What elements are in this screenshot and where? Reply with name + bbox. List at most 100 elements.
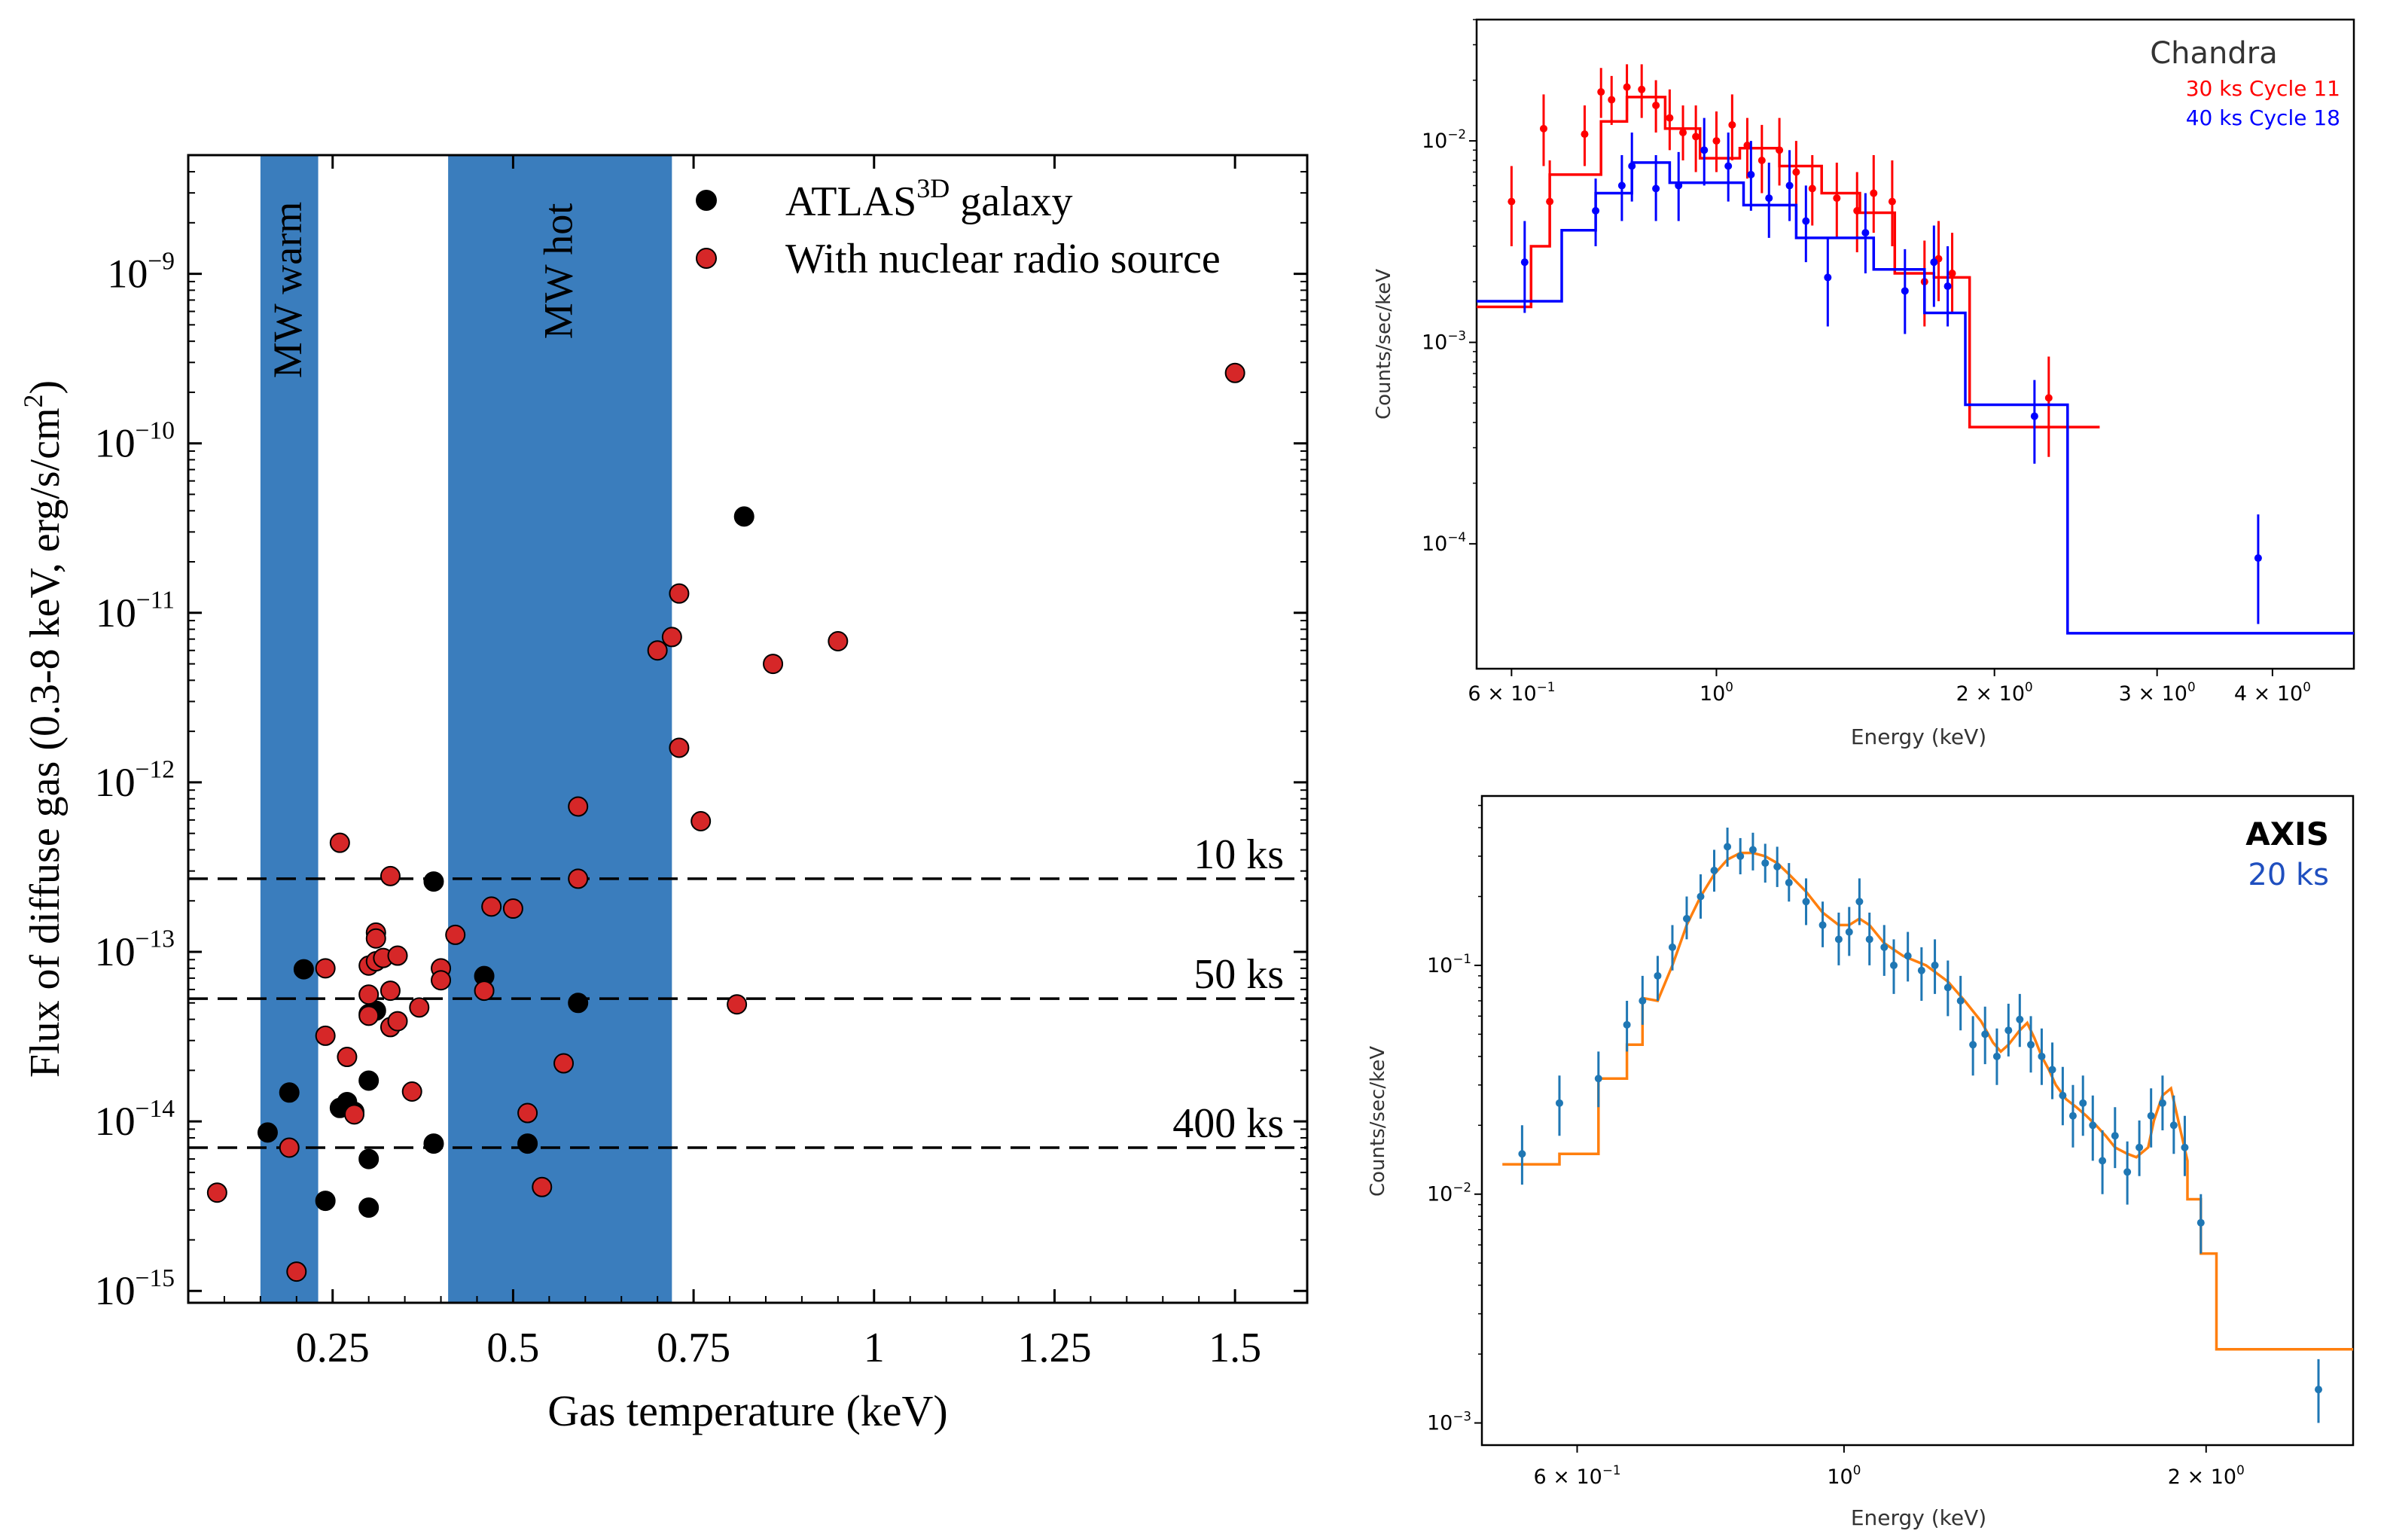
atlas-point-2 (293, 959, 314, 980)
atlas-point-15 (517, 1133, 538, 1154)
ax-point-0-46 (2158, 1099, 2166, 1107)
radio-point-1 (279, 1137, 300, 1158)
hline-label-2: 400 ks (1172, 1100, 1284, 1147)
x-tick-label-4: 1.25 (1017, 1325, 1091, 1371)
atlas-point-13 (423, 1133, 444, 1154)
radio-point-12 (365, 928, 386, 949)
ch-point-1-10 (1785, 181, 1794, 190)
ax-point-0-18 (1834, 935, 1843, 944)
ax-point-0-38 (2068, 1112, 2077, 1120)
ax-x-tick-label-1: 100 (1827, 1462, 1861, 1489)
ch-point-0-3 (1581, 130, 1589, 139)
sc-legend: ATLAS3D galaxy With nuclear radio source (696, 173, 1221, 282)
ax-title: AXIS (2245, 816, 2329, 852)
ch-point-0-2 (1546, 197, 1554, 206)
ch-point-0-1 (1539, 124, 1547, 133)
ch-point-0-22 (1888, 197, 1896, 206)
ch-point-0-9 (1666, 114, 1674, 122)
ch-point-0-10 (1679, 129, 1687, 137)
ch-point-1-11 (1802, 217, 1810, 225)
ax-xlabel: Energy (keV) (1851, 1505, 1986, 1530)
ch-x-tick-label-2: 2 × 100 (1956, 679, 2033, 706)
radio-point-38 (727, 994, 748, 1015)
atlas-point-17 (733, 506, 755, 527)
radio-point-36 (669, 737, 690, 758)
ax-ticks: 6 × 10−1 100 2 × 100 10−3 10−2 10−1 (1427, 804, 2245, 1489)
ch-series (1477, 64, 2354, 635)
ch-point-1-13 (1861, 229, 1870, 237)
legend-label-atlas: ATLAS3D galaxy (785, 173, 1073, 225)
ch-xlabel: Energy (keV) (1851, 724, 1986, 749)
atlas-point-12 (423, 871, 444, 892)
ch-y-tick-label-1: 10−3 (1422, 328, 1466, 354)
ch-point-1-14 (1901, 287, 1909, 295)
radio-point-0 (206, 1182, 227, 1203)
ch-point-1-12 (1824, 273, 1832, 282)
ch-point-0-25 (1948, 270, 1956, 278)
y-tick-label-1: 10−14 (95, 1095, 175, 1144)
ch-point-0-20 (1853, 206, 1861, 215)
ch-point-1-8 (1747, 170, 1755, 178)
ax-ylabel: Counts/sec/keV (1367, 1046, 1389, 1197)
ch-point-1-17 (2030, 412, 2038, 420)
ax-point-0-19 (1845, 928, 1853, 936)
ch-point-0-5 (1608, 96, 1616, 104)
radio-point-40 (828, 631, 849, 652)
y-tick-label-5: 10−10 (95, 416, 175, 465)
x-tick-label-2: 0.75 (657, 1325, 730, 1371)
ax-point-0-6 (1668, 943, 1676, 951)
radio-point-19 (401, 1081, 422, 1102)
ch-point-0-21 (1870, 189, 1878, 197)
ax-model-0 (1502, 851, 2353, 1351)
ch-point-1-7 (1724, 162, 1733, 170)
legend-marker-radio (696, 248, 717, 269)
ax-point-0-36 (2048, 1066, 2056, 1074)
ch-legend-cycle18: 40 ks Cycle 18 (2186, 105, 2340, 130)
ax-point-0-32 (2004, 1026, 2013, 1035)
ch-point-1-2 (1617, 181, 1626, 190)
radio-point-24 (445, 924, 466, 945)
ch-point-0-14 (1743, 142, 1751, 150)
ch-point-0-4 (1597, 88, 1605, 96)
atlas-point-16 (568, 993, 589, 1014)
radio-point-18 (387, 1011, 408, 1032)
ch-point-0-17 (1792, 168, 1800, 176)
ax-point-0-33 (2016, 1015, 2024, 1023)
y-tick-label-0: 10−15 (95, 1264, 175, 1313)
ax-point-0-20 (1855, 898, 1864, 906)
ch-point-0-26 (2044, 394, 2053, 402)
atlas-point-8 (358, 1148, 380, 1169)
ch-point-0-13 (1728, 120, 1736, 129)
radio-point-41 (1224, 362, 1245, 383)
radio-point-20 (409, 997, 430, 1018)
atlas-point-1 (279, 1082, 300, 1103)
ch-point-0-16 (1776, 146, 1784, 154)
y-tick-label-2: 10−13 (95, 926, 175, 974)
atlas-point-0 (257, 1122, 278, 1143)
ax-point-0-29 (1969, 1041, 1977, 1049)
sc-bands (260, 155, 672, 1303)
radio-point-27 (502, 898, 523, 919)
ax-y-tick-label-0: 10−3 (1427, 1408, 1471, 1435)
ch-x-tick-label-4: 4 × 100 (2234, 679, 2311, 706)
ax-point-0-50 (2315, 1386, 2323, 1394)
legend-label-radio: With nuclear radio source (785, 236, 1221, 282)
radio-point-7 (344, 1104, 365, 1125)
ax-point-0-31 (1992, 1052, 2001, 1060)
ax-point-0-5 (1654, 971, 1662, 980)
ch-point-1-1 (1592, 206, 1600, 215)
atlas-point-9 (358, 1197, 380, 1218)
ax-point-0-14 (1773, 862, 1782, 871)
ax-point-0-34 (2027, 1041, 2035, 1049)
ax-point-0-35 (2038, 1052, 2046, 1060)
ax-point-0-27 (1943, 983, 1952, 992)
ax-y-tick-label-2: 10−1 (1427, 951, 1471, 977)
ax-point-0-48 (2181, 1143, 2189, 1151)
legend-marker-atlas (696, 190, 717, 211)
ch-point-1-5 (1675, 181, 1683, 190)
ax-point-0-45 (2147, 1112, 2155, 1120)
ch-ticks: 6 × 10−1 100 2 × 100 3 × 100 4 × 100 10−4 10−3… (1422, 19, 2311, 706)
ax-point-0-25 (1917, 966, 1925, 974)
ax-point-0-43 (2123, 1168, 2132, 1176)
ax-x-tick-label-2: 2 × 100 (2168, 1462, 2245, 1489)
